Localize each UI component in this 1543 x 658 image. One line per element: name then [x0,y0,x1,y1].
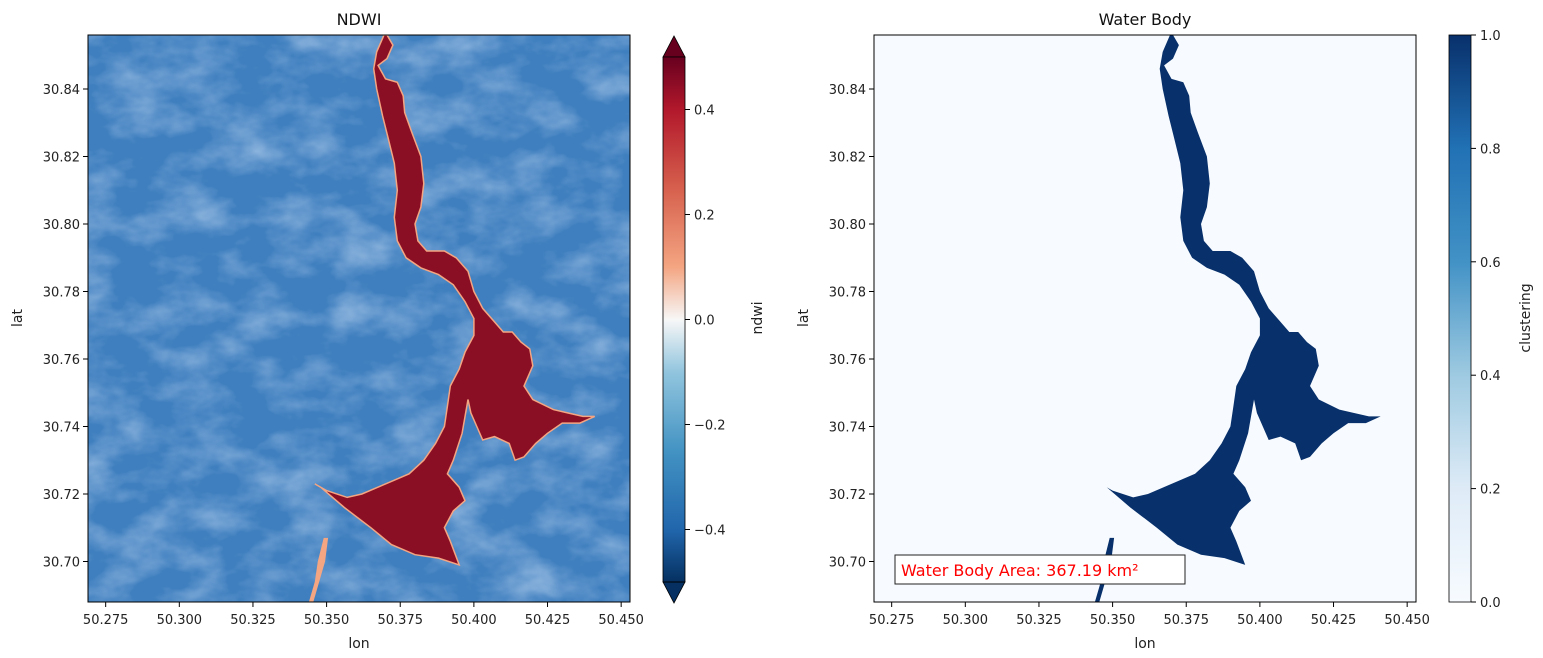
ndwi-colorbar-label: ndwi [750,301,766,334]
x-tick-label: 50.400 [451,613,497,628]
y-tick-label: 30.76 [829,353,866,368]
colorbar-tick-label: −0.4 [694,524,726,539]
ndwi-y-label: lat [10,309,26,327]
water-body-axes-frame [873,34,1417,603]
x-tick-label: 50.450 [598,613,644,628]
clustering-colorbar-frame [1448,34,1472,603]
x-tick-label: 50.400 [1237,613,1283,628]
colorbar-tick-label: 0.6 [1480,256,1501,271]
ndwi-south-stream [308,537,329,602]
ndwi-x-label: lon [348,636,369,652]
colorbar-tick-label: 0.2 [694,209,715,224]
ndwi-axes-frame [87,34,631,603]
ndwi-panel: NDWI 50.275 50.300 50.325 50.350 50.375 50.40… [10,10,766,652]
y-tick-label: 30.76 [43,353,80,368]
water-body-title: Water Body [1099,10,1192,29]
water-body-mask [1100,35,1381,565]
annotation-box [894,554,1186,585]
water-body-heatmap [874,35,1416,602]
x-tick-label: 50.325 [230,613,276,628]
colorbar-tick-label: 1.0 [1480,29,1501,44]
annotation-text: Water Body Area: 367.19 km² [901,561,1139,580]
ndwi-water-body [314,35,596,567]
y-tick-label: 30.80 [43,218,80,233]
x-tick-label: 50.450 [1384,613,1430,628]
x-tick-label: 50.275 [83,613,129,628]
x-tick-label: 50.425 [1311,613,1357,628]
water-body-y-ticks: 30.70 30.72 30.74 30.76 30.78 30.80 30.82 30.84 [829,83,874,571]
ndwi-title: NDWI [337,10,382,29]
x-tick-label: 50.325 [1016,613,1062,628]
y-tick-label: 30.74 [829,421,866,436]
y-tick-label: 30.70 [43,556,80,571]
x-tick-label: 50.350 [304,613,350,628]
y-tick-label: 30.72 [43,488,80,503]
x-tick-label: 50.300 [943,613,989,628]
water-body-y-label: lat [796,309,812,327]
water-body-area-annotation: Water Body Area: 367.19 km² [894,554,1186,585]
clustering-colorbar-ticks: 0.0 0.2 0.4 0.6 0.8 1.0 [1471,29,1501,611]
x-tick-label: 50.375 [377,613,423,628]
y-tick-label: 30.82 [829,151,866,166]
clustering-colorbar-label: clustering [1518,283,1534,352]
y-tick-label: 30.78 [43,286,80,301]
ndwi-x-ticks: 50.275 50.300 50.325 50.350 50.375 50.400 50.4… [83,602,644,628]
y-tick-label: 30.82 [43,151,80,166]
clustering-colorbar: 0.0 0.2 0.4 0.6 0.8 1.0 clustering [1448,29,1534,611]
water-body-x-ticks: 50.275 50.300 50.325 50.350 50.375 50.400 50.4… [869,602,1430,628]
water-body-panel: Water Body 50.275 50.300 50.325 50.350 50.37… [796,10,1534,652]
y-tick-label: 30.74 [43,421,80,436]
y-tick-label: 30.84 [829,83,866,98]
colorbar-tick-label: 0.2 [1480,483,1501,498]
water-body-x-label: lon [1134,636,1155,652]
colorbar-tick-label: 0.0 [694,314,715,329]
x-tick-label: 50.350 [1090,613,1136,628]
ndwi-heatmap [88,35,630,602]
y-tick-label: 30.80 [829,218,866,233]
x-tick-label: 50.275 [869,613,915,628]
x-tick-label: 50.300 [157,613,203,628]
ndwi-colorbar-extend-max [662,35,686,58]
clustering-colorbar-gradient [1449,35,1471,602]
x-tick-label: 50.425 [525,613,571,628]
y-tick-label: 30.70 [829,556,866,571]
ndwi-y-ticks: 30.70 30.72 30.74 30.76 30.78 30.80 30.82 30.84 [43,83,88,571]
ndwi-colorbar-gradient [663,57,685,582]
colorbar-tick-label: 0.4 [1480,369,1501,384]
y-tick-label: 30.78 [829,286,866,301]
y-tick-label: 30.72 [829,488,866,503]
ndwi-colorbar-ticks: −0.4 −0.2 0.0 0.2 0.4 [685,104,726,539]
colorbar-tick-label: −0.2 [694,419,726,434]
ndwi-colorbar-extend-min [662,581,686,604]
y-tick-label: 30.84 [43,83,80,98]
colorbar-tick-label: 0.4 [694,104,715,119]
colorbar-tick-label: 0.0 [1480,596,1501,611]
x-tick-label: 50.375 [1163,613,1209,628]
colorbar-tick-label: 0.8 [1480,142,1501,157]
ndwi-colorbar: −0.4 −0.2 0.0 0.2 0.4 ndwi [662,35,766,604]
